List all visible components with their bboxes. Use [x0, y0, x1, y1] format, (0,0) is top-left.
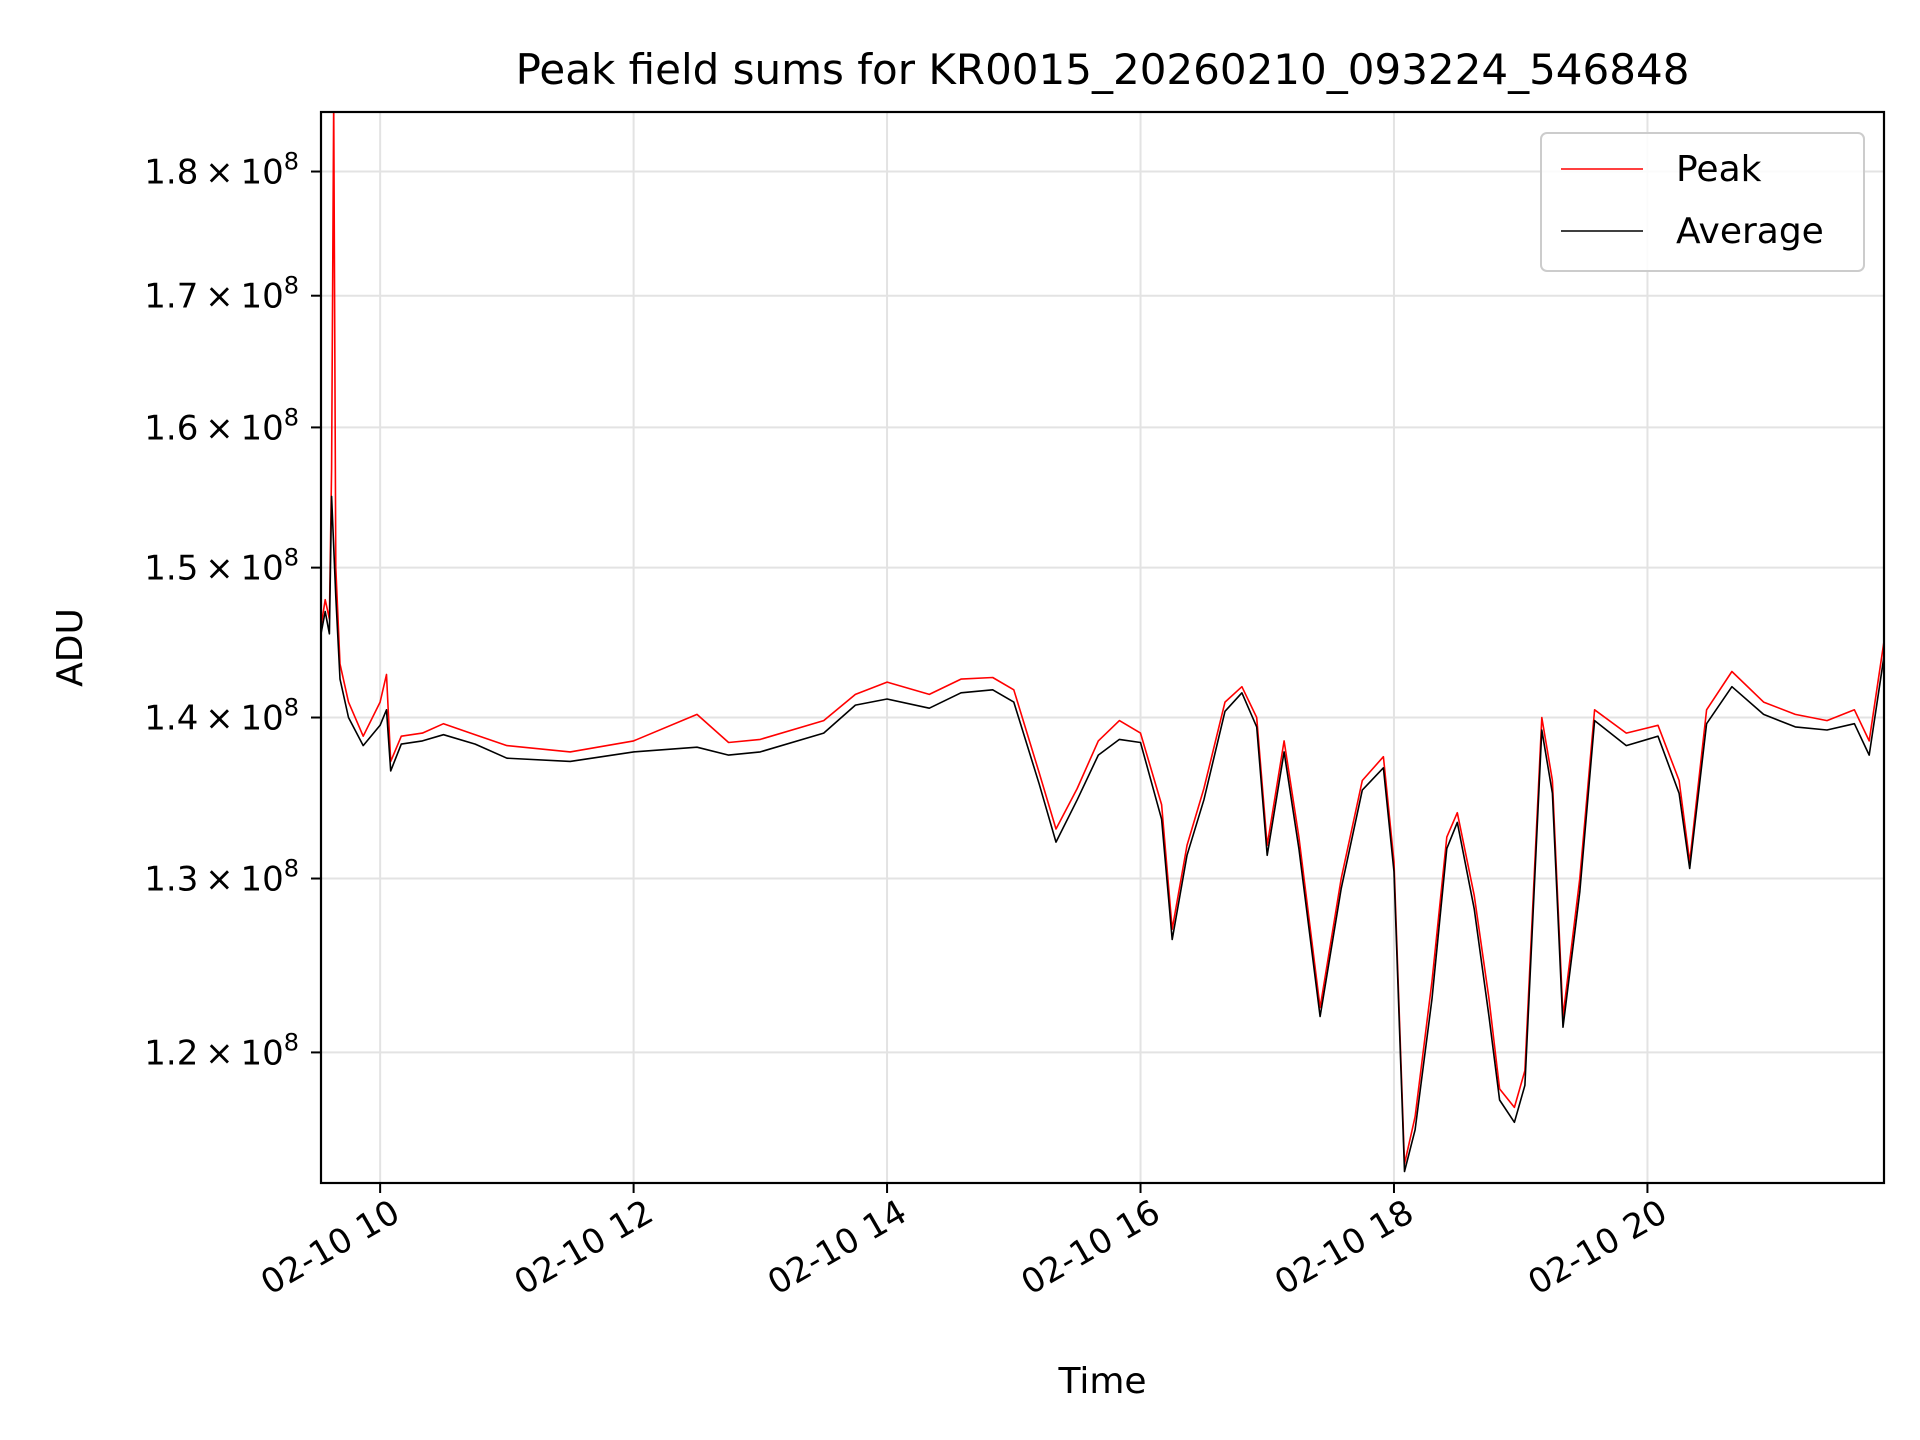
y-tick-exponent: 8 [284, 1028, 299, 1056]
y-tick-mantissa: 1.3 [144, 860, 198, 900]
y-tick-label: 1.5 × 108 [144, 544, 299, 589]
y-tick-mantissa: 1.5 [144, 549, 198, 589]
plot-frame [319, 110, 1886, 1185]
y-tick-exponent: 8 [284, 855, 299, 883]
y-tick-exponent: 8 [284, 694, 299, 722]
y-tick-exponent: 8 [284, 272, 299, 300]
y-tick-mantissa: 1.7 [144, 277, 198, 317]
series-layer [321, 112, 1884, 1173]
legend-label-peak: Peak [1676, 149, 1762, 190]
y-tick-times: × 10 [198, 153, 283, 193]
y-tick-mantissa: 1.6 [144, 408, 198, 448]
y-tick-label: 1.3 × 108 [144, 855, 299, 900]
x-axis-title: Time [1057, 1361, 1146, 1402]
y-tick-exponent: 8 [284, 403, 299, 431]
y-tick-mantissa: 1.8 [144, 153, 198, 193]
y-tick-mantissa: 1.2 [144, 1033, 198, 1073]
y-axis-title: ADU [50, 608, 91, 687]
legend-box [1540, 132, 1865, 272]
y-tick-mantissa: 1.4 [144, 699, 198, 739]
chart-title: Peak field sums for KR0015_20260210_0932… [516, 45, 1690, 94]
y-tick-times: × 10 [198, 408, 283, 448]
y-tick-times: × 10 [198, 549, 283, 589]
y-tick-times: × 10 [198, 699, 283, 739]
y-tick-times: × 10 [198, 277, 283, 317]
y-tick-times: × 10 [198, 1033, 283, 1073]
y-tick-label: 1.7 × 108 [144, 272, 299, 317]
y-tick-label: 1.2 × 108 [144, 1028, 299, 1073]
y-tick-exponent: 8 [284, 544, 299, 572]
y-tick-label: 1.6 × 108 [144, 403, 299, 448]
legend: Peak Average [1540, 132, 1865, 272]
grid [321, 112, 1884, 1183]
y-tick-label: 1.8 × 108 [144, 148, 299, 193]
legend-label-average: Average [1676, 211, 1824, 252]
y-tick-times: × 10 [198, 860, 283, 900]
series-line-average [321, 495, 1884, 1173]
series-line-peak [321, 112, 1884, 1165]
y-tick-exponent: 8 [284, 148, 299, 176]
y-tick-label: 1.4 × 108 [144, 694, 299, 739]
